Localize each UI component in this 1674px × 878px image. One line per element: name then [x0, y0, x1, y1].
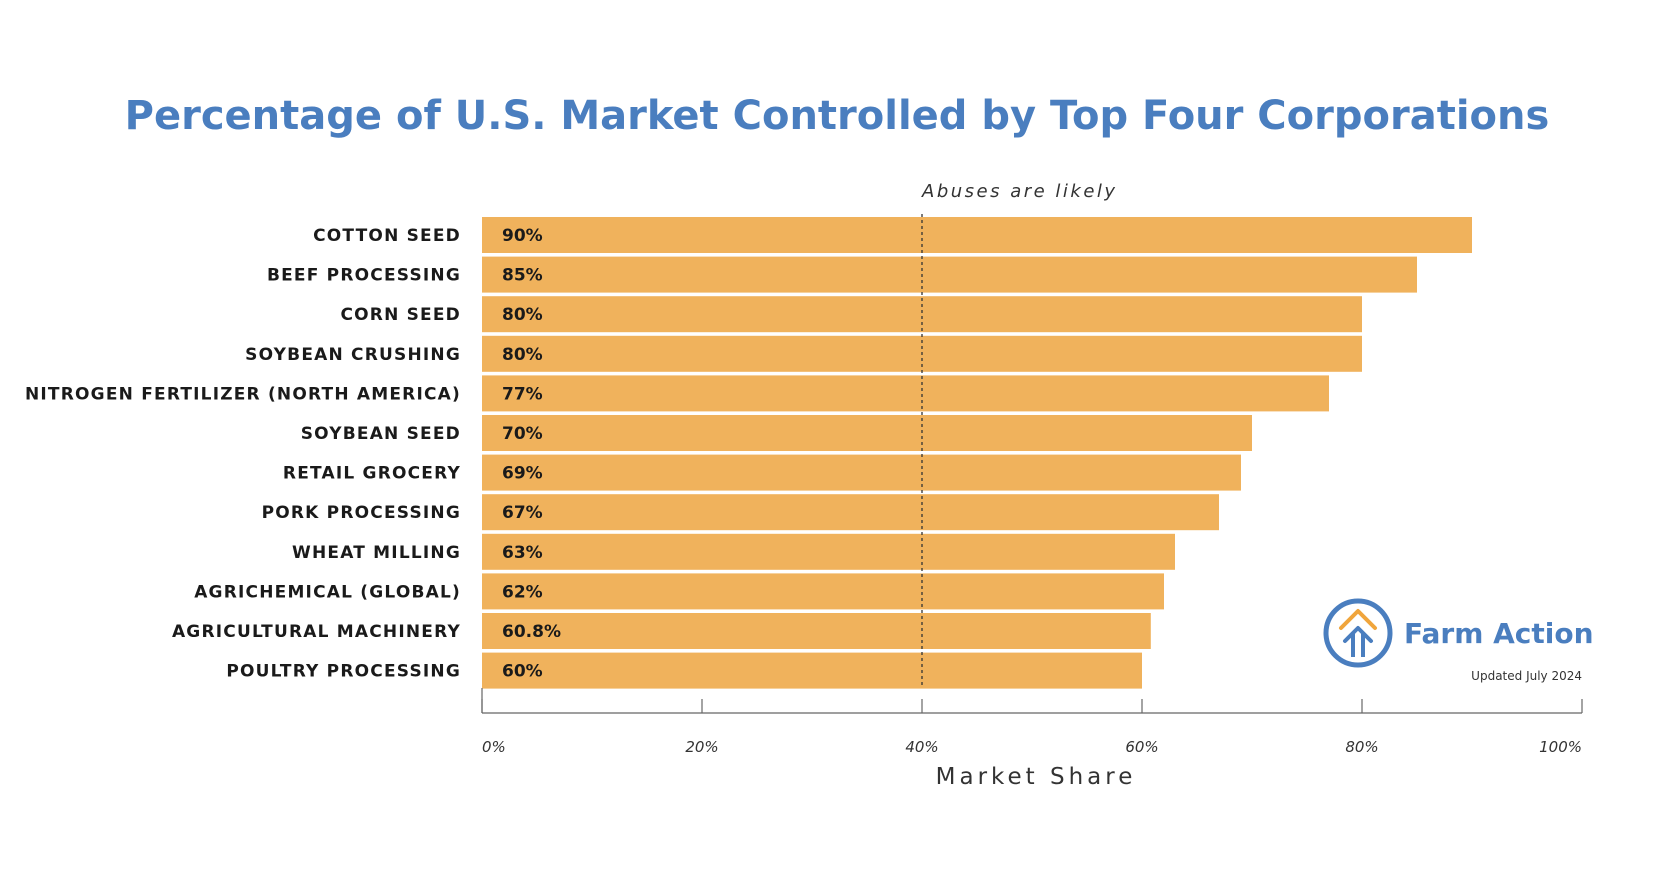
bar-value-label: 60.8%: [502, 622, 561, 642]
category-label: AGRICHEMICAL (GLOBAL): [194, 582, 461, 602]
bar: [482, 375, 1329, 412]
reference-line-label: Abuses are likely: [921, 181, 1118, 202]
bar: [482, 494, 1219, 531]
category-label: CORN SEED: [340, 305, 461, 325]
bar: [482, 652, 1142, 689]
category-label: RETAIL GROCERY: [283, 464, 461, 484]
brand-name: Farm Action: [1404, 617, 1594, 650]
bar-value-label: 70%: [502, 424, 543, 444]
arrow-up-circle-icon: [1323, 598, 1393, 668]
x-tick-label: 20%: [685, 738, 718, 756]
x-axis: 0% 20% 40% 60% 80% 100%: [481, 688, 1583, 756]
bar: [482, 454, 1241, 491]
bar-value-label: 85%: [502, 266, 543, 286]
category-label: SOYBEAN CRUSHING: [245, 345, 461, 365]
category-label: WHEAT MILLING: [292, 543, 461, 563]
x-axis-label: Market Share: [936, 764, 1137, 790]
bar-value-label: 67%: [502, 503, 543, 523]
bar: [482, 415, 1252, 451]
category-label: SOYBEAN SEED: [301, 424, 461, 444]
bar-value-label: 80%: [502, 305, 543, 325]
bar: [482, 533, 1175, 570]
bar: [482, 613, 1151, 649]
reference-line-group: Abuses are likely: [921, 181, 1118, 688]
bar: [482, 256, 1417, 293]
farm-action-logo: Farm Action Updated July 2024: [1323, 598, 1594, 683]
category-label: COTTON SEED: [313, 226, 461, 246]
bar: [482, 573, 1164, 610]
bar: [482, 217, 1472, 253]
x-tick-label: 60%: [1125, 738, 1158, 756]
x-tick-label: 80%: [1345, 738, 1378, 756]
updated-date: Updated July 2024: [1471, 669, 1582, 683]
bars-group: COTTON SEED 90% BEEF PROCESSING 85% CORN SEE…: [25, 217, 1472, 689]
chart-title: Percentage of U.S. Market Controlled by …: [125, 93, 1550, 139]
category-label: BEEF PROCESSING: [267, 266, 461, 286]
category-label: AGRICULTURAL MACHINERY: [172, 622, 461, 642]
bar-value-label: 80%: [502, 345, 543, 365]
bar-value-label: 69%: [502, 464, 543, 484]
category-label: PORK PROCESSING: [262, 503, 461, 523]
bar-value-label: 63%: [502, 543, 543, 563]
category-label: POULTRY PROCESSING: [226, 662, 461, 682]
bar: [482, 296, 1362, 333]
x-tick-label: 40%: [905, 738, 938, 756]
bar-value-label: 90%: [502, 226, 543, 246]
category-label: NITROGEN FERTILIZER (NORTH AMERICA): [25, 384, 461, 404]
bar-value-label: 62%: [502, 582, 543, 602]
bar-value-label: 60%: [502, 662, 543, 682]
x-tick-label: 100%: [1539, 738, 1582, 756]
x-tick-label: 0%: [482, 738, 506, 756]
bar-value-label: 77%: [502, 384, 543, 404]
